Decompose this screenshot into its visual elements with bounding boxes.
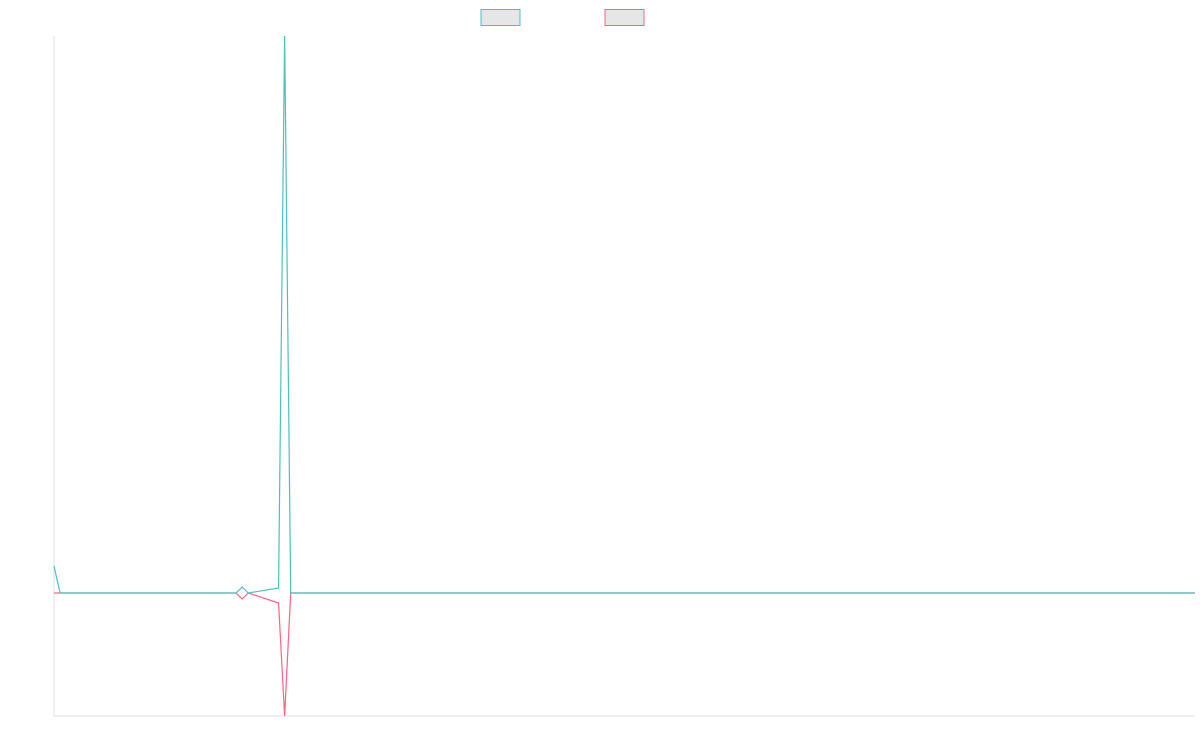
series-line	[53, 35, 1195, 594]
series-line	[54, 592, 1195, 717]
legend-swatch	[604, 9, 645, 26]
plot-area	[53, 35, 1195, 717]
legend	[480, 9, 645, 26]
legend-swatch	[480, 9, 521, 26]
